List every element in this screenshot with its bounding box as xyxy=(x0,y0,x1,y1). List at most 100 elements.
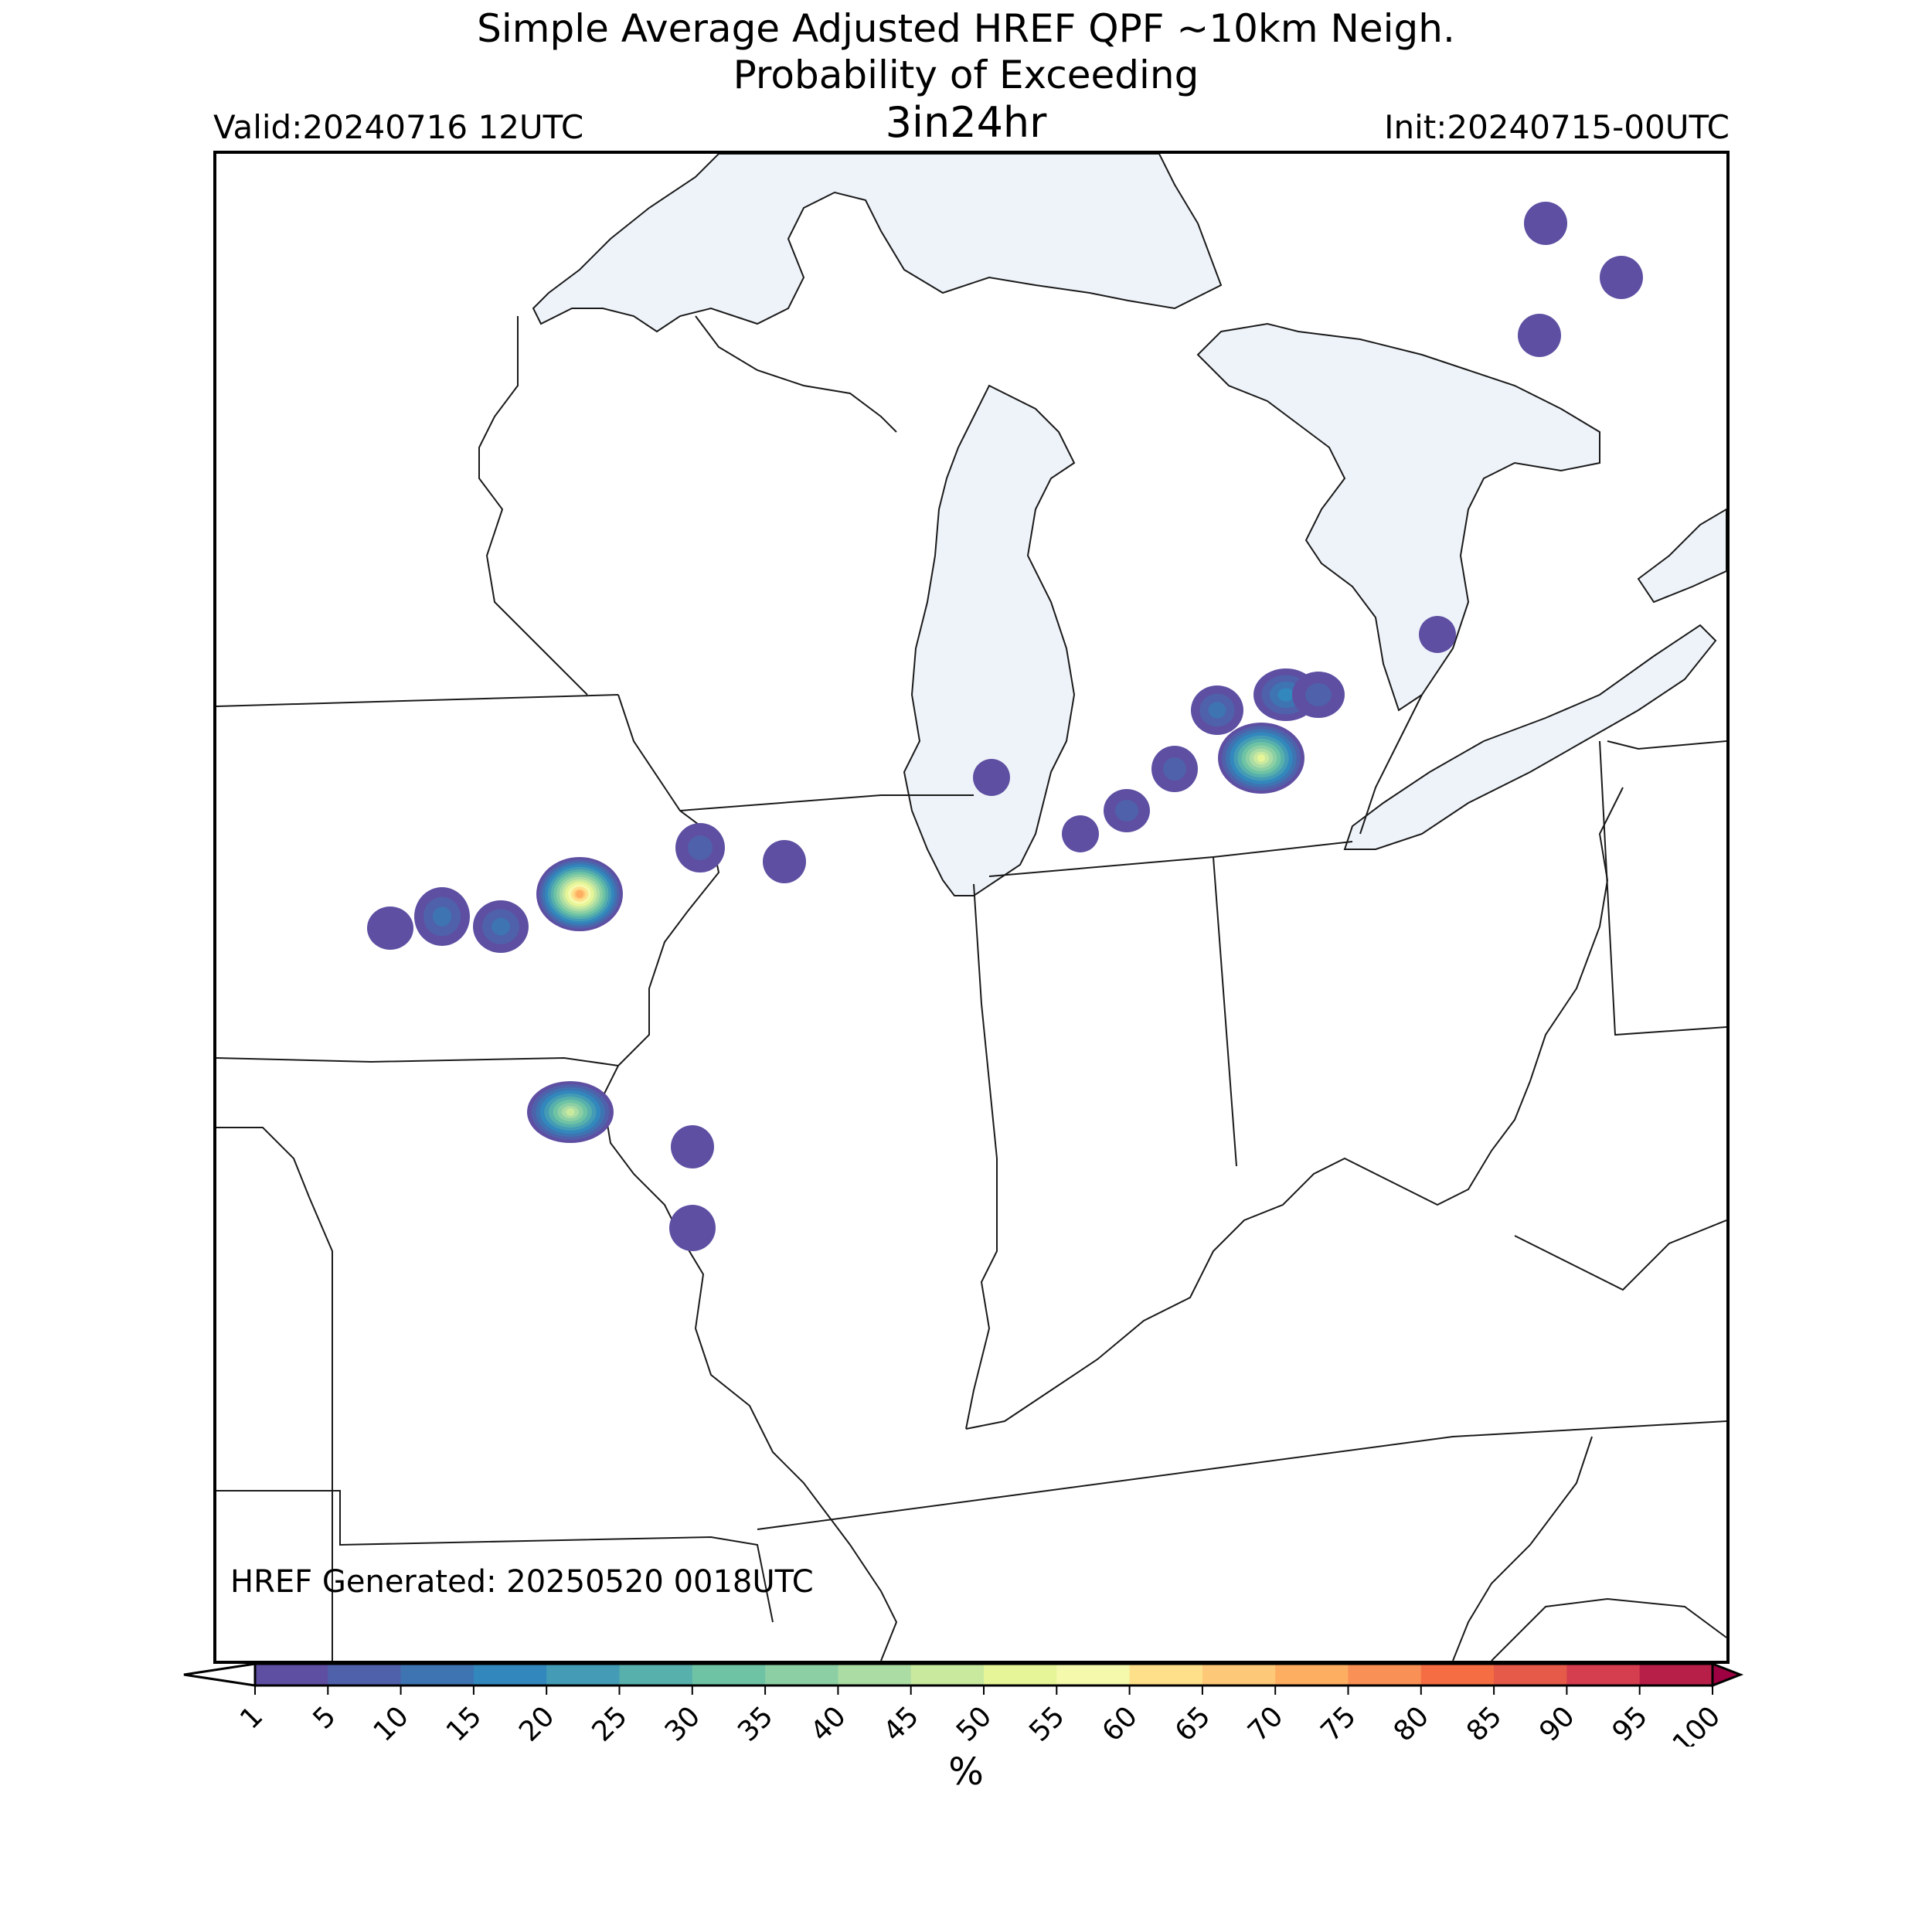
colorbar-unit: % xyxy=(948,1750,984,1794)
border-in-oh xyxy=(1213,856,1237,1167)
probability-blob xyxy=(675,823,725,872)
probability-contour xyxy=(763,840,806,883)
probability-contour xyxy=(1600,256,1643,299)
lake-superior xyxy=(532,154,1223,333)
chart-subtitle: Probability of Exceeding xyxy=(733,53,1199,97)
colorbar-tick-label: 60 xyxy=(1097,1700,1144,1747)
colorbar-segment xyxy=(1129,1664,1203,1685)
map-panel: HREF Generated: 20250520 0018UTC xyxy=(213,151,1730,1664)
probability-blob xyxy=(1062,815,1099,852)
chart-title: Simple Average Adjusted HREF QPF ~10km N… xyxy=(477,6,1455,51)
map-svg xyxy=(216,154,1726,1661)
probability-blob xyxy=(536,857,623,931)
colorbar-tick-label: 20 xyxy=(513,1700,560,1747)
probability-blob xyxy=(1600,256,1643,299)
state-borders-layer xyxy=(216,315,1726,1661)
border-east xyxy=(1452,1436,1593,1661)
colorbar-tick-label: 25 xyxy=(586,1700,633,1747)
probability-contour xyxy=(1419,616,1456,653)
lake-ontario xyxy=(1637,508,1726,604)
border-mi-on xyxy=(1359,694,1423,835)
border-oh-pa xyxy=(1599,740,1726,1036)
border-mo-ar xyxy=(216,1490,774,1623)
probability-blob xyxy=(1151,746,1198,792)
probability-contour xyxy=(576,890,583,898)
probability-blob xyxy=(414,887,470,946)
colorbar-tick-label: 75 xyxy=(1315,1700,1362,1747)
colorbar-tick-label: 40 xyxy=(804,1700,852,1747)
colorbar-tick-label: 70 xyxy=(1242,1700,1289,1747)
border-wi-il xyxy=(679,794,974,811)
init-time: Init:20240715-00UTC xyxy=(1384,108,1730,146)
probability-contour xyxy=(492,917,510,936)
colorbar-segment xyxy=(1639,1664,1713,1685)
probability-blob xyxy=(367,906,413,950)
probability-blob xyxy=(669,1205,716,1251)
probability-contour xyxy=(671,1125,714,1168)
probability-contour xyxy=(367,906,413,950)
probability-contour xyxy=(1163,757,1186,781)
probability-contour xyxy=(669,1205,716,1251)
probability-blob xyxy=(1419,616,1456,653)
border-south xyxy=(1491,1597,1726,1661)
colorbar-tick-label: 30 xyxy=(659,1700,706,1747)
colorbar-segment xyxy=(473,1664,547,1685)
colorbar-segment xyxy=(910,1664,985,1685)
threshold-label: 3in24hr xyxy=(885,98,1047,147)
border-mi-in-oh xyxy=(988,841,1353,877)
colorbar-segment xyxy=(400,1664,474,1685)
probability-contour xyxy=(1062,815,1099,852)
colorbar-segment xyxy=(1348,1664,1422,1685)
colorbar-segment xyxy=(765,1664,838,1685)
probability-contour xyxy=(1208,702,1226,719)
colorbar-tick-label: 5 xyxy=(307,1700,342,1735)
probability-blob xyxy=(671,1125,714,1168)
colorbar-tick-label: 90 xyxy=(1533,1700,1580,1747)
probability-contour xyxy=(566,1108,575,1116)
colorbar-tick-label: 15 xyxy=(440,1700,488,1747)
probability-contour xyxy=(973,759,1010,796)
colorbar-segment xyxy=(692,1664,766,1685)
colorbar-tick-label: 80 xyxy=(1388,1700,1435,1747)
colorbar-tick-label: 55 xyxy=(1023,1700,1070,1747)
probability-blob xyxy=(1218,723,1304,794)
probability-contour xyxy=(688,835,713,860)
lake-huron xyxy=(1196,322,1600,712)
colorbar-segments xyxy=(183,1662,1744,1688)
ohio-river xyxy=(965,787,1624,1430)
colorbar-tick-label: 65 xyxy=(1169,1700,1216,1747)
colorbar-segment xyxy=(328,1664,402,1685)
colorbar-tick-label: 45 xyxy=(878,1700,925,1747)
colorbar-tick-label: 10 xyxy=(368,1700,415,1747)
colorbar-segment xyxy=(1202,1664,1276,1685)
probability-blob xyxy=(473,900,529,953)
probability-blob xyxy=(973,759,1010,796)
probability-contour xyxy=(1518,314,1561,357)
colorbar-segment xyxy=(255,1664,328,1685)
lakes-layer xyxy=(532,154,1726,896)
valid-time: Valid:20240716 12UTC xyxy=(213,108,584,146)
colorbar-segment xyxy=(1275,1664,1349,1685)
probability-contour xyxy=(1524,202,1567,245)
border-ia-mo xyxy=(216,1056,619,1066)
probability-contour xyxy=(1115,800,1138,821)
colorbar-segment xyxy=(838,1664,912,1685)
probability-contour xyxy=(1277,688,1294,702)
probability-blob xyxy=(527,1081,614,1143)
generated-timestamp: HREF Generated: 20250520 0018UTC xyxy=(230,1564,814,1600)
probability-contour xyxy=(1305,683,1332,706)
colorbar: 1 5 10 15 20 25 30 35 40 45 50 55 60 65 70 75 80 85 90 95 10… xyxy=(183,1662,1744,1747)
colorbar-segment xyxy=(1056,1664,1131,1685)
border-va-wv xyxy=(1514,1219,1726,1291)
probability-blob xyxy=(1104,789,1150,832)
colorbar-tick-label: 1 xyxy=(234,1700,269,1735)
colorbar-over-triangle xyxy=(1711,1662,1744,1688)
probability-blob xyxy=(1292,672,1345,718)
probability-blob xyxy=(1518,314,1561,357)
probability-contour xyxy=(1257,754,1266,762)
colorbar-ticks: 1 5 10 15 20 25 30 35 40 45 50 55 60 65 70 75 80 85 90 95 10… xyxy=(234,1685,1726,1747)
probability-blob xyxy=(763,840,806,883)
lake-erie xyxy=(1343,624,1717,850)
colorbar-tick-label: 50 xyxy=(951,1700,998,1747)
colorbar-segment xyxy=(546,1664,621,1685)
